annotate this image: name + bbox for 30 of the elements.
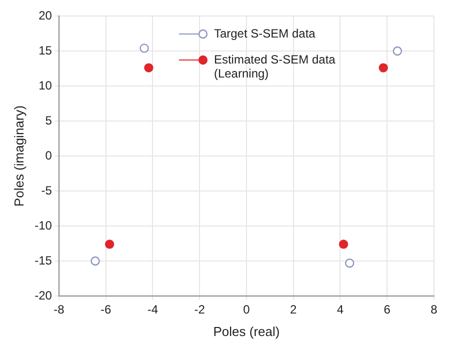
y-tick-label: 5 — [45, 113, 52, 128]
x-tick-label: 0 — [243, 302, 250, 317]
y-tick-label: -10 — [34, 218, 52, 232]
point — [144, 63, 154, 72]
x-axis-title: Poles (real) — [213, 324, 280, 339]
y-axis-title: Poles (imaginary) — [11, 105, 26, 207]
x-tick-label: -8 — [54, 302, 65, 317]
y-tick-label: -20 — [34, 288, 52, 302]
x-tick-label: -6 — [100, 302, 112, 317]
point — [392, 46, 402, 56]
x-tick-label: 2 — [290, 302, 298, 317]
x-tick-label: 4 — [336, 302, 344, 317]
y-tick-label: 0 — [45, 148, 52, 162]
point — [90, 256, 100, 266]
y-tick-label: -5 — [41, 183, 52, 198]
legend-label: Estimated S-SEM data (Learning) — [214, 52, 336, 80]
y-tick-label: -15 — [34, 253, 52, 268]
y-tick-label: 20 — [38, 8, 52, 22]
y-tick-label: 15 — [38, 43, 52, 58]
point — [104, 240, 114, 249]
x-tick-label: 8 — [430, 302, 438, 317]
y-tick-label: 10 — [38, 78, 52, 92]
point — [345, 258, 354, 268]
x-tick-label: -2 — [194, 302, 206, 317]
point — [338, 240, 348, 249]
point — [140, 44, 149, 53]
legend-label: Target S-SEM data — [214, 26, 316, 40]
point — [378, 63, 388, 72]
x-tick-label: 6 — [384, 302, 391, 317]
x-tick-label: -4 — [147, 302, 158, 317]
